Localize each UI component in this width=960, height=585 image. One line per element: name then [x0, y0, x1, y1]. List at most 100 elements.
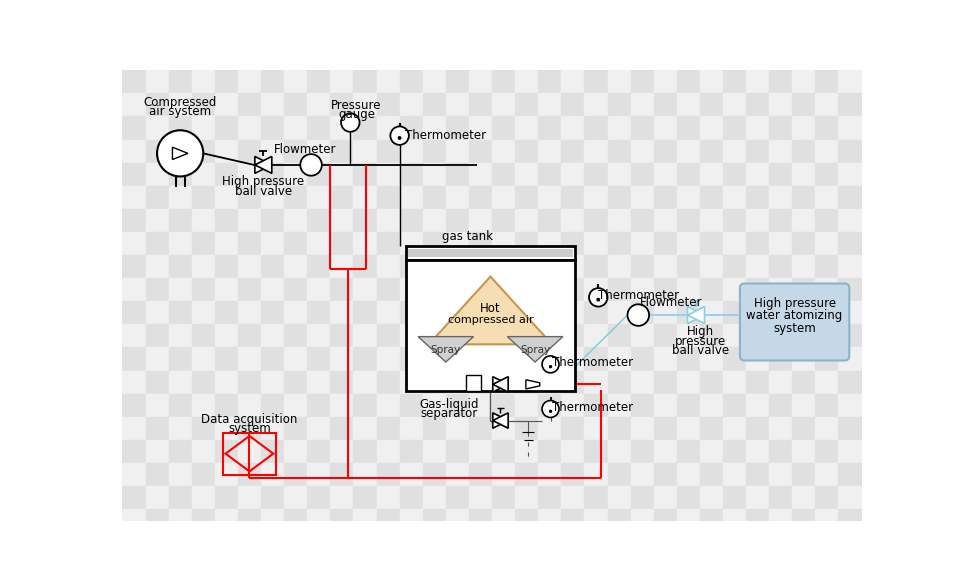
- Bar: [468, 163, 492, 185]
- Bar: [215, 486, 238, 509]
- Circle shape: [391, 126, 409, 145]
- Bar: [307, 301, 330, 324]
- Bar: [376, 139, 399, 163]
- Bar: [284, 209, 307, 232]
- Bar: [562, 278, 585, 301]
- Bar: [330, 347, 353, 370]
- Bar: [562, 370, 585, 394]
- Bar: [215, 185, 238, 209]
- Bar: [815, 417, 838, 440]
- Bar: [492, 394, 516, 417]
- Bar: [376, 509, 399, 532]
- Bar: [562, 417, 585, 440]
- Bar: [700, 440, 723, 463]
- Bar: [838, 509, 861, 532]
- Bar: [677, 440, 700, 463]
- Bar: [422, 278, 445, 301]
- Bar: [146, 370, 169, 394]
- Bar: [284, 486, 307, 509]
- Bar: [123, 509, 146, 532]
- Bar: [792, 440, 815, 463]
- Bar: [815, 163, 838, 185]
- Bar: [585, 463, 608, 486]
- Bar: [238, 232, 261, 255]
- Bar: [769, 324, 792, 347]
- Bar: [123, 209, 146, 232]
- Bar: [468, 440, 492, 463]
- Bar: [169, 116, 192, 139]
- Bar: [192, 163, 215, 185]
- Bar: [376, 163, 399, 185]
- Bar: [608, 255, 631, 278]
- Bar: [677, 417, 700, 440]
- Bar: [422, 255, 445, 278]
- Bar: [192, 93, 215, 116]
- Bar: [746, 185, 769, 209]
- Bar: [516, 463, 539, 486]
- Bar: [284, 116, 307, 139]
- Bar: [284, 370, 307, 394]
- Bar: [746, 70, 769, 93]
- Bar: [562, 185, 585, 209]
- Bar: [585, 139, 608, 163]
- Bar: [353, 278, 376, 301]
- Text: ball valve: ball valve: [235, 185, 292, 198]
- Bar: [238, 394, 261, 417]
- Bar: [169, 255, 192, 278]
- Bar: [539, 139, 562, 163]
- Bar: [700, 486, 723, 509]
- Bar: [700, 232, 723, 255]
- Bar: [492, 163, 516, 185]
- Bar: [654, 509, 677, 532]
- Bar: [215, 93, 238, 116]
- Bar: [585, 116, 608, 139]
- Bar: [492, 370, 516, 394]
- Bar: [700, 324, 723, 347]
- Bar: [146, 209, 169, 232]
- Bar: [261, 463, 284, 486]
- Bar: [307, 70, 330, 93]
- Bar: [307, 486, 330, 509]
- Bar: [146, 440, 169, 463]
- Bar: [769, 70, 792, 93]
- Polygon shape: [492, 413, 508, 428]
- Circle shape: [589, 288, 608, 307]
- Bar: [261, 278, 284, 301]
- Bar: [585, 185, 608, 209]
- FancyBboxPatch shape: [740, 284, 850, 360]
- Bar: [746, 440, 769, 463]
- Bar: [562, 255, 585, 278]
- Bar: [353, 440, 376, 463]
- Bar: [631, 139, 654, 163]
- Bar: [700, 347, 723, 370]
- Circle shape: [341, 113, 360, 132]
- Bar: [123, 486, 146, 509]
- Bar: [516, 324, 539, 347]
- Bar: [422, 232, 445, 255]
- Bar: [838, 278, 861, 301]
- Bar: [723, 185, 746, 209]
- Bar: [838, 209, 861, 232]
- Bar: [353, 163, 376, 185]
- Bar: [330, 209, 353, 232]
- Polygon shape: [526, 380, 540, 389]
- Bar: [723, 370, 746, 394]
- Bar: [539, 116, 562, 139]
- Bar: [492, 116, 516, 139]
- Bar: [330, 394, 353, 417]
- Bar: [376, 440, 399, 463]
- Bar: [146, 347, 169, 370]
- Text: Thermometer: Thermometer: [552, 356, 634, 369]
- Bar: [284, 301, 307, 324]
- Bar: [445, 440, 468, 463]
- Bar: [838, 163, 861, 185]
- Bar: [399, 185, 422, 209]
- Bar: [562, 509, 585, 532]
- Bar: [654, 232, 677, 255]
- Bar: [838, 486, 861, 509]
- Bar: [631, 116, 654, 139]
- Bar: [261, 486, 284, 509]
- Bar: [562, 209, 585, 232]
- Bar: [238, 163, 261, 185]
- Bar: [746, 116, 769, 139]
